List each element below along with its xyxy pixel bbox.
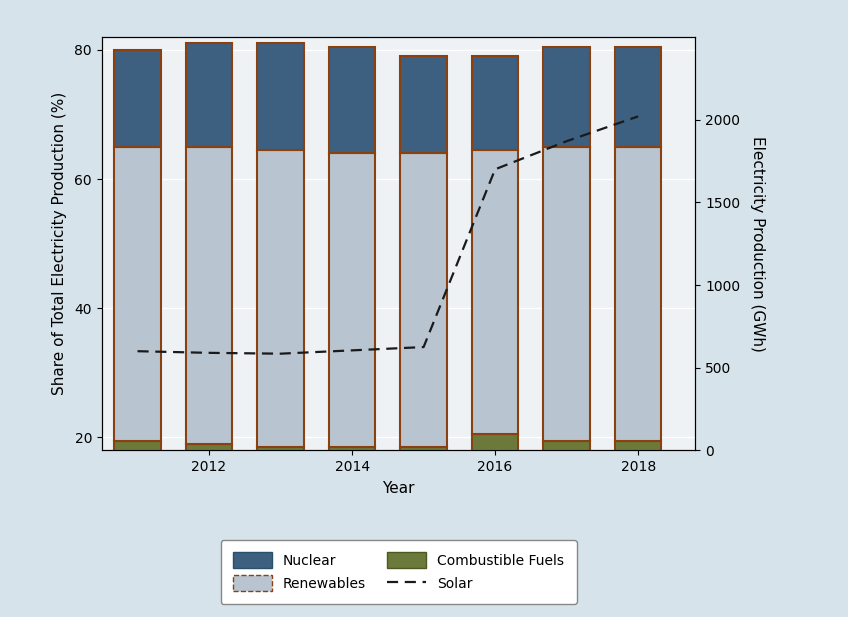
Bar (257, 43, 304, 150)
Bar (544, 47, 590, 147)
Bar (471, 56, 518, 150)
Bar (400, 447, 447, 566)
Bar (615, 147, 661, 441)
Y-axis label: Electricity Production (GWh): Electricity Production (GWh) (750, 136, 765, 352)
Bar (257, 150, 304, 447)
Bar (471, 150, 518, 434)
Bar (114, 441, 161, 566)
Bar (186, 444, 232, 566)
Bar (329, 447, 376, 566)
Bar (615, 441, 661, 566)
Legend: Nuclear, Renewables, Combustible Fuels, Solar: Nuclear, Renewables, Combustible Fuels, … (220, 540, 577, 604)
Bar (544, 147, 590, 441)
Bar (329, 47, 376, 153)
Bar (400, 153, 447, 447)
Bar (114, 147, 161, 441)
Bar (257, 447, 304, 566)
Bar (471, 434, 518, 566)
Bar (400, 56, 447, 153)
Bar (544, 441, 590, 566)
Bar (615, 47, 661, 147)
Y-axis label: Share of Total Electricity Production (%): Share of Total Electricity Production (%… (53, 92, 68, 395)
X-axis label: Year: Year (382, 481, 415, 496)
Bar (329, 153, 376, 447)
Bar (114, 50, 161, 147)
Bar (186, 147, 232, 444)
Bar (186, 43, 232, 147)
